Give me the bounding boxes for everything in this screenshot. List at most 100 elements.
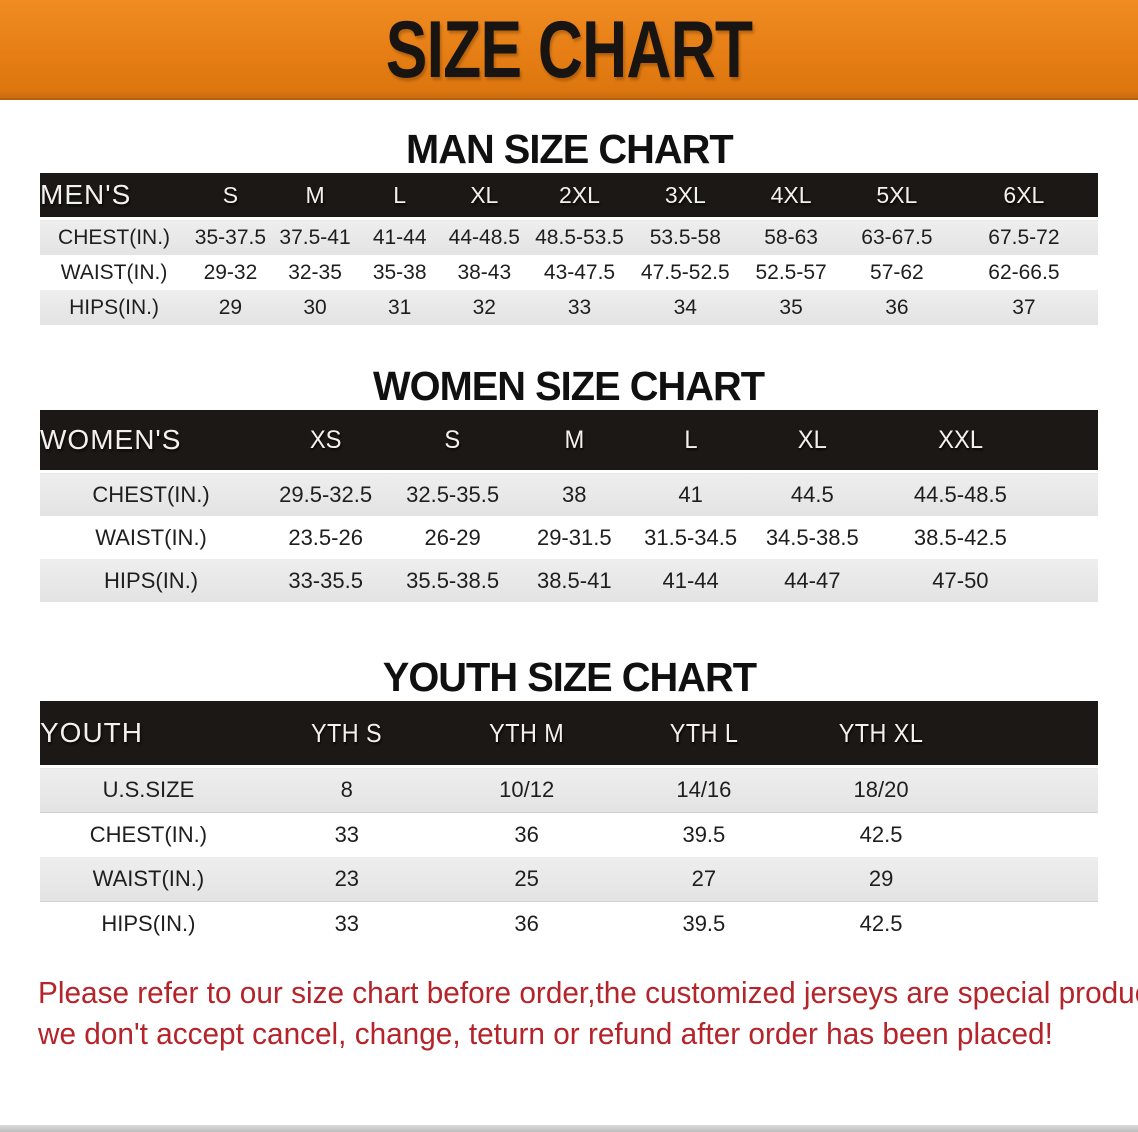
womens-size-table: WOMEN'S XS S M L XL XXL CHEST(IN.) 29.5-… (40, 410, 1098, 602)
table-row: WAIST(IN.) 23.5-26 26-29 29-31.5 31.5-34… (40, 516, 1098, 559)
women-size-chart-heading-text: WOMEN SIZE CHART (373, 363, 765, 409)
table-row: HIPS(IN.) 33-35.5 35.5-38.5 38.5-41 41-4… (40, 559, 1098, 602)
mens-size-header: S (188, 173, 273, 220)
mens-size-header: 2XL (526, 173, 633, 220)
size-value-cell: 29 (791, 857, 972, 902)
size-value-cell: 44-47 (748, 559, 876, 602)
spacer-cell (971, 766, 1098, 813)
size-value-cell: 32.5-35.5 (389, 471, 517, 516)
size-header-text: M (564, 425, 585, 454)
size-value-cell: 52.5-57 (738, 255, 844, 290)
size-value-cell: 58-63 (738, 218, 844, 255)
row-label: CHEST(IN.) (40, 218, 189, 255)
mens-header-row: MEN'S S M L XL 2XL 3XL 4XL 5XL 6XL (40, 173, 1098, 220)
youth-size-header: YTH S (256, 701, 437, 768)
size-value-cell: 41-44 (632, 559, 749, 602)
spacer-cell (971, 812, 1098, 857)
table-row: CHEST(IN.) 29.5-32.5 32.5-35.5 38 41 44.… (40, 471, 1098, 516)
size-value-cell: 29.5-32.5 (262, 471, 390, 516)
size-value-cell: 23.5-26 (262, 516, 390, 559)
table-row: CHEST(IN.) 35-37.5 37.5-41 41-44 44-48.5… (40, 218, 1098, 255)
size-value-cell: 33 (256, 901, 437, 946)
disclaimer-text: Please refer to our size chart before or… (38, 972, 1138, 1054)
size-header-text: 6XL (1003, 181, 1045, 208)
table-row: WAIST(IN.) 23 25 27 29 (40, 857, 1098, 902)
size-value-cell: 39.5 (616, 812, 792, 857)
size-value-cell: 32-35 (272, 255, 358, 290)
size-value-cell: 18/20 (791, 766, 972, 813)
disclaimer-line-2: we don't accept cancel, change, teturn o… (38, 1016, 1053, 1051)
mens-size-table: MEN'S S M L XL 2XL 3XL 4XL 5XL 6XL CHEST… (40, 173, 1098, 325)
mens-size-header: L (357, 173, 442, 220)
size-header-text: XS (309, 425, 342, 454)
size-header-text: 2XL (559, 181, 600, 208)
table-row: CHEST(IN.) 33 36 39.5 42.5 (40, 812, 1098, 857)
size-value-cell: 35.5-38.5 (389, 559, 517, 602)
size-value-cell: 14/16 (616, 766, 792, 813)
size-header-text: S (222, 181, 239, 208)
size-value-cell: 32 (441, 290, 527, 325)
table-row: HIPS(IN.) 33 36 39.5 42.5 (40, 901, 1098, 946)
bottom-edge-strip (0, 1125, 1138, 1132)
size-header-text: YTH S (311, 717, 383, 748)
row-label: CHEST(IN.) (40, 812, 257, 857)
size-value-cell: 33 (526, 290, 633, 325)
row-label: HIPS(IN.) (40, 901, 257, 946)
size-value-cell: 42.5 (791, 901, 972, 946)
spacer-cell (1045, 559, 1098, 602)
youth-size-chart-heading-text: YOUTH SIZE CHART (382, 654, 756, 700)
size-header-text: 3XL (664, 181, 706, 208)
size-value-cell: 25 (436, 857, 617, 902)
size-value-cell: 10/12 (436, 766, 617, 813)
man-size-chart-heading: MAN SIZE CHART (0, 126, 1138, 173)
youth-size-header: YTH L (616, 701, 792, 768)
size-value-cell: 36 (436, 901, 617, 946)
size-value-cell: 34 (632, 290, 739, 325)
row-label: WAIST(IN.) (40, 516, 263, 559)
spacer-cell (971, 701, 1098, 768)
row-label: U.S.SIZE (40, 766, 257, 813)
size-header-text: L (393, 181, 407, 208)
size-value-cell: 38.5-41 (516, 559, 633, 602)
size-value-cell: 38 (516, 471, 633, 516)
size-value-cell: 37 (949, 290, 1098, 325)
womens-table-label: WOMEN'S (40, 410, 263, 473)
size-header-text: XXL (937, 425, 983, 454)
mens-size-header: 5XL (844, 173, 950, 220)
size-value-cell: 41-44 (357, 218, 442, 255)
youth-size-table: YOUTH YTH S YTH M YTH L YTH XL U.S.SIZE … (40, 701, 1098, 946)
size-value-cell: 35 (738, 290, 844, 325)
size-value-cell: 23 (256, 857, 437, 902)
size-value-cell: 29-32 (188, 255, 273, 290)
size-value-cell: 27 (616, 857, 792, 902)
womens-size-header: L (632, 410, 749, 473)
size-value-cell: 44.5 (748, 471, 876, 516)
size-value-cell: 31.5-34.5 (632, 516, 749, 559)
size-header-text: XL (797, 425, 827, 454)
spacer-cell (971, 901, 1098, 946)
mens-size-header: M (272, 173, 358, 220)
size-value-cell: 29 (188, 290, 273, 325)
size-header-text: YTH XL (838, 717, 924, 748)
size-value-cell: 29-31.5 (516, 516, 633, 559)
size-value-cell: 62-66.5 (949, 255, 1098, 290)
womens-size-header: XL (748, 410, 876, 473)
size-value-cell: 33-35.5 (262, 559, 390, 602)
row-label: HIPS(IN.) (40, 559, 263, 602)
size-value-cell: 57-62 (844, 255, 950, 290)
size-header-text: S (444, 425, 461, 454)
size-chart-banner: SIZE CHART (0, 0, 1138, 100)
size-value-cell: 33 (256, 812, 437, 857)
size-value-cell: 63-67.5 (844, 218, 950, 255)
mens-size-header: 4XL (738, 173, 844, 220)
womens-size-header: M (516, 410, 633, 473)
womens-header-row: WOMEN'S XS S M L XL XXL (40, 410, 1098, 473)
size-header-text: YTH L (669, 717, 739, 748)
size-value-cell: 44.5-48.5 (875, 471, 1046, 516)
size-value-cell: 39.5 (616, 901, 792, 946)
row-label: WAIST(IN.) (40, 857, 257, 902)
size-value-cell: 26-29 (389, 516, 517, 559)
size-header-text: 5XL (876, 181, 918, 208)
womens-size-header: S (389, 410, 517, 473)
row-label: WAIST(IN.) (40, 255, 189, 290)
